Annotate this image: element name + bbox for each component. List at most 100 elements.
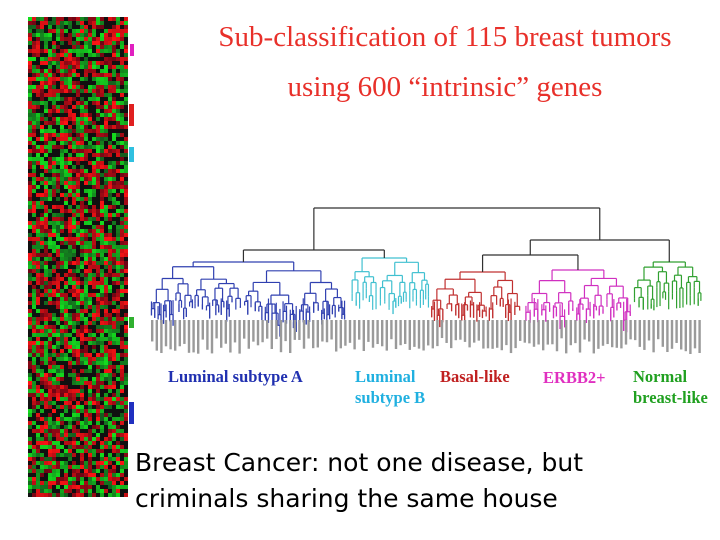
heatmap-cell [96, 325, 100, 329]
heatmap-cell [40, 445, 44, 449]
heatmap-cell [68, 349, 72, 353]
heatmap-cell [80, 473, 84, 477]
heatmap-cell [56, 25, 60, 29]
heatmap-cell [108, 317, 112, 321]
heatmap-cell [28, 117, 32, 121]
heatmap-cell [88, 49, 92, 53]
heatmap-cell [44, 289, 48, 293]
heatmap-cell [28, 281, 32, 285]
heatmap-cell [64, 301, 68, 305]
heatmap-cell [116, 477, 120, 481]
heatmap-cell [80, 393, 84, 397]
heatmap-cell [120, 37, 124, 41]
heatmap-cell [28, 157, 32, 161]
heatmap-cell [36, 377, 40, 381]
heatmap-cell [104, 105, 108, 109]
heatmap-cell [104, 273, 108, 277]
heatmap-cell [68, 405, 72, 409]
heatmap-cell [40, 265, 44, 269]
heatmap-cell [72, 429, 76, 433]
heatmap-cell [52, 393, 56, 397]
heatmap-cell [32, 49, 36, 53]
heatmap-cell [92, 449, 96, 453]
heatmap-cell [112, 69, 116, 73]
heatmap-cell [60, 357, 64, 361]
heatmap-cell [48, 381, 52, 385]
heatmap-cell [108, 353, 112, 357]
heatmap-cell [52, 401, 56, 405]
heatmap-cell [56, 389, 60, 393]
heatmap-cell [100, 425, 104, 429]
heatmap-cell [92, 69, 96, 73]
heatmap-cell [68, 417, 72, 421]
heatmap-cell [120, 65, 124, 69]
heatmap-cell [48, 137, 52, 141]
heatmap-cell [64, 81, 68, 85]
heatmap-cell [116, 65, 120, 69]
sample-label-mark [178, 320, 181, 347]
heatmap-cell [120, 321, 124, 325]
heatmap-cell [80, 37, 84, 41]
heatmap-cell [112, 317, 116, 321]
heatmap-cell [88, 261, 92, 265]
heatmap-cell [92, 53, 96, 57]
heatmap-cell [52, 445, 56, 449]
heatmap-cell [100, 473, 104, 477]
heatmap-cell [92, 193, 96, 197]
heatmap-cell [112, 49, 116, 53]
heatmap-cell [104, 477, 108, 481]
heatmap-cell [72, 209, 76, 213]
heatmap-cell [36, 417, 40, 421]
heatmap-cell [52, 269, 56, 273]
heatmap-cell [84, 29, 88, 33]
heatmap-cell [68, 401, 72, 405]
heatmap-cell [68, 433, 72, 437]
heatmap-cell [60, 221, 64, 225]
heatmap-cell [120, 373, 124, 377]
heatmap-cell [104, 245, 108, 249]
heatmap-cell [52, 385, 56, 389]
heatmap-cell [40, 145, 44, 149]
heatmap-cell [64, 437, 68, 441]
heatmap-cell [84, 45, 88, 49]
heatmap-cell [96, 297, 100, 301]
heatmap-cell [68, 97, 72, 101]
heatmap-cell [92, 165, 96, 169]
sample-label-mark [514, 320, 517, 349]
sample-label-mark [693, 320, 697, 349]
heatmap-cell [76, 121, 80, 125]
heatmap-cell [108, 485, 112, 489]
heatmap-cell [124, 97, 128, 101]
heatmap-cell [60, 313, 64, 317]
heatmap-cell [32, 101, 36, 105]
heatmap-cell [36, 185, 40, 189]
heatmap-cell [112, 401, 116, 405]
heatmap-cell [40, 37, 44, 41]
heatmap-cell [76, 89, 80, 93]
heatmap-cell [52, 105, 56, 109]
sample-label-mark [477, 320, 480, 341]
heatmap-cell [104, 461, 108, 465]
heatmap-cell [56, 77, 60, 81]
heatmap-cell [96, 125, 100, 129]
heatmap-cell [60, 85, 64, 89]
heatmap-cell [72, 301, 76, 305]
heatmap-cell [80, 385, 84, 389]
heatmap-cell [44, 257, 48, 261]
heatmap-cell [124, 73, 128, 77]
heatmap-cell [100, 197, 104, 201]
heatmap-cell [116, 201, 120, 205]
heatmap-cell [40, 61, 44, 65]
heatmap-cell [68, 365, 72, 369]
heatmap-cell [108, 73, 112, 77]
heatmap-cell [92, 345, 96, 349]
heatmap-cell [120, 361, 124, 365]
heatmap-cell [120, 229, 124, 233]
heatmap-cell [36, 229, 40, 233]
heatmap-cell [72, 393, 76, 397]
heatmap-cell [68, 257, 72, 261]
heatmap-cell [60, 173, 64, 177]
heatmap-cell [124, 345, 128, 349]
heatmap-cell [116, 53, 120, 57]
heatmap-cell [52, 77, 56, 81]
